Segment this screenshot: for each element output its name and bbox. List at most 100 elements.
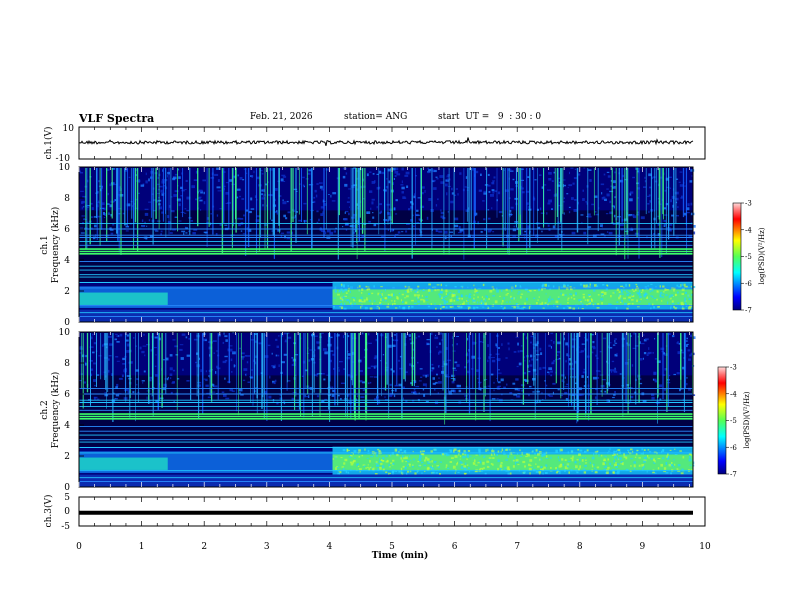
spectrogram-noise [567, 187, 569, 189]
spectrogram-noise [369, 190, 373, 193]
spectrogram-noise [425, 400, 429, 403]
low-band-noise [441, 306, 444, 308]
spectrogram-noise [524, 230, 527, 233]
low-band-noise [511, 305, 514, 307]
spectrogram-noise [217, 190, 222, 192]
spectrogram-noise [663, 219, 667, 222]
spectrogram-noise [136, 179, 141, 182]
low-band-noise [525, 452, 529, 456]
spectrogram-noise [395, 199, 398, 202]
spectrogram-noise [606, 171, 610, 173]
low-band-noise [582, 293, 585, 296]
spectrogram-noise [688, 358, 691, 361]
spectrogram-noise [614, 342, 618, 344]
low-band-noise [419, 289, 422, 291]
spectrogram-noise [112, 223, 115, 226]
spectrogram-noise [238, 223, 241, 227]
spectrogram-noise [386, 178, 388, 180]
low-band-noise [510, 295, 512, 299]
low-band-noise [583, 471, 587, 474]
spectrogram-noise [145, 172, 147, 176]
spectrogram-noise [304, 220, 306, 223]
low-band-noise [468, 293, 472, 296]
low-band-noise [598, 454, 600, 457]
low-band-noise [367, 464, 369, 466]
low-band-noise [572, 294, 575, 297]
spectrogram-noise [523, 356, 525, 359]
low-band-noise [412, 451, 414, 453]
low-band-noise [535, 463, 537, 465]
spectrogram-noise [268, 395, 272, 399]
low-band-noise [393, 303, 396, 305]
spectrogram-noise [587, 376, 589, 378]
low-band-noise [472, 306, 476, 310]
low-band-noise [388, 464, 390, 467]
low-band-noise [340, 288, 343, 291]
low-band-noise [427, 466, 430, 469]
spectrogram-noise [517, 395, 521, 398]
low-band-noise [681, 303, 684, 306]
spectrogram-noise [312, 201, 315, 203]
spectrogram-noise [657, 233, 660, 237]
low-band-noise [541, 288, 543, 291]
ch3-y-tick-min: -5 [61, 522, 70, 532]
spectrogram-noise [684, 185, 687, 187]
spectrogram-noise [340, 398, 342, 400]
spectrogram-noise [143, 333, 145, 336]
spectrogram-noise [456, 364, 460, 367]
low-band-noise [342, 449, 346, 452]
low-band-noise [350, 303, 354, 307]
spectrogram-noise [222, 360, 227, 364]
spectrogram-noise [303, 185, 305, 188]
low-band-noise [633, 461, 636, 464]
spectrogram-noise [651, 393, 655, 396]
spectrogram-noise [255, 387, 257, 389]
low-band-noise [654, 472, 657, 474]
low-band-noise [628, 284, 631, 287]
low-band-noise [339, 470, 342, 474]
low-band-noise [385, 460, 389, 463]
spectrogram-noise [509, 209, 512, 213]
low-band-noise [649, 290, 652, 293]
low-band-noise [589, 283, 591, 286]
time-axis-label: Time (min) [372, 550, 429, 561]
spectrogram-noise [88, 399, 92, 401]
low-band-noise [643, 460, 646, 463]
spectrogram-noise [313, 374, 317, 377]
ch1-spectrogram-ylabel: ch.1 [40, 235, 50, 254]
spectrogram-noise [529, 364, 533, 367]
low-band-noise [627, 303, 631, 305]
low-band-noise [636, 449, 639, 452]
ch2-spectrogram-image [79, 332, 696, 487]
spectrogram-noise [247, 229, 252, 232]
spectrogram-noise [320, 373, 325, 375]
low-band-noise [521, 307, 524, 311]
low-band-noise [657, 305, 660, 308]
low-band-noise [500, 462, 503, 465]
low-band-noise [614, 462, 617, 464]
spectrogram-noise [343, 218, 348, 221]
spectrogram-noise [227, 348, 229, 352]
spectrogram-noise [264, 223, 268, 227]
spectrogram-noise [250, 208, 255, 210]
spectrogram-noise [447, 211, 450, 213]
low-band-noise [527, 291, 530, 293]
low-band-noise [670, 294, 674, 297]
spectrogram-noise [610, 180, 612, 182]
spectrogram-noise [568, 184, 573, 187]
spectrogram-noise [353, 167, 357, 169]
low-band-noise [657, 467, 660, 470]
spectrogram-noise [117, 335, 120, 337]
low-band-noise [434, 448, 437, 451]
spectrogram-noise [608, 347, 613, 349]
spectrogram-noise [219, 224, 223, 226]
spectrogram-noise [415, 175, 417, 177]
low-band-noise [387, 294, 389, 296]
low-band-noise [386, 305, 390, 308]
spectrogram-noise [451, 374, 454, 377]
spectrogram-noise [580, 214, 584, 216]
low-band-noise [500, 289, 503, 292]
low-band-noise [606, 284, 608, 287]
low-band-noise [607, 466, 610, 469]
spectrogram-noise [241, 198, 245, 200]
